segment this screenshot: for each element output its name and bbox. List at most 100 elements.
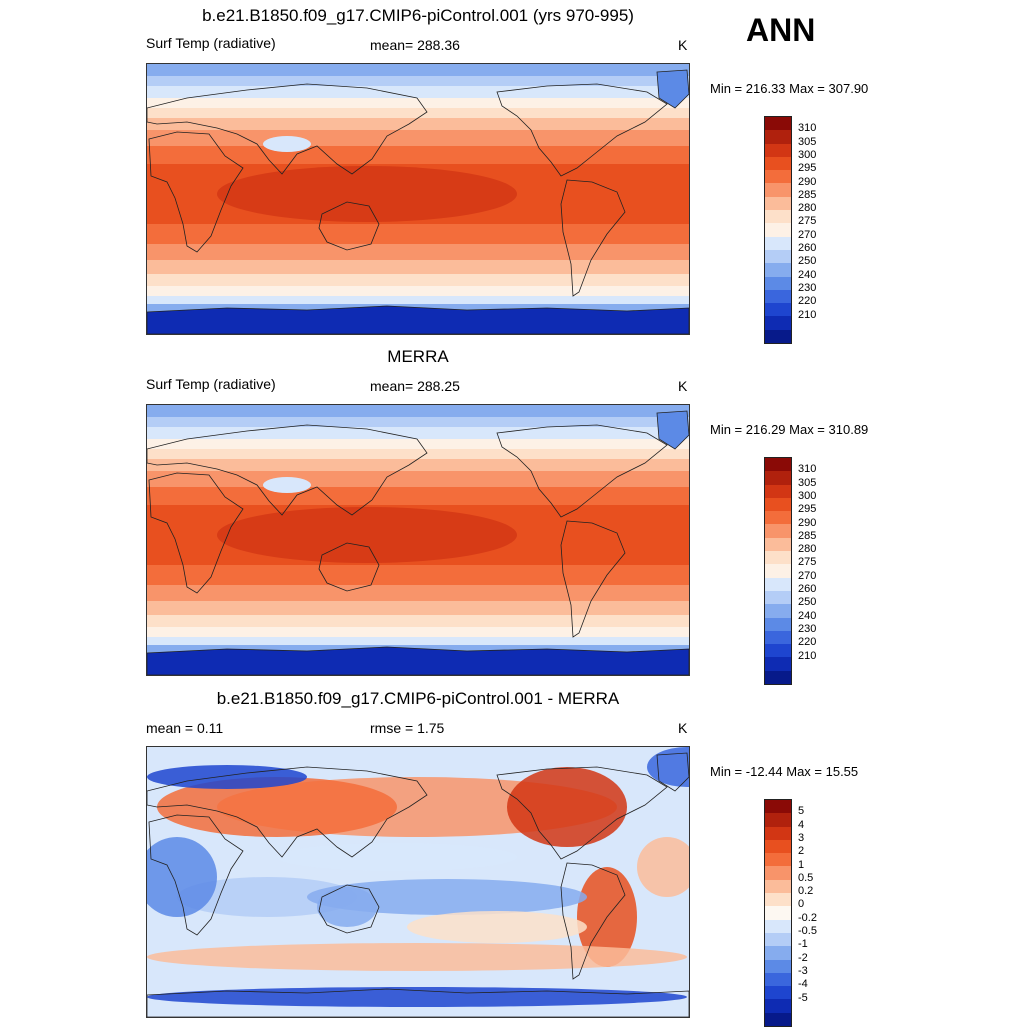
min-max-label: Min = 216.33 Max = 307.90 bbox=[710, 81, 869, 96]
colorbar-label: 310 bbox=[798, 122, 817, 135]
colorbar-segment bbox=[765, 316, 791, 330]
colorbar-label: 3 bbox=[798, 831, 805, 844]
colorbar-segment bbox=[765, 130, 791, 144]
colorbar-segment bbox=[765, 564, 791, 578]
colorbar-segment bbox=[765, 986, 791, 1000]
colorbar bbox=[764, 457, 792, 686]
colorbar-label: 295 bbox=[798, 503, 817, 516]
colorbar-label: -0.5 bbox=[798, 925, 817, 937]
mean-label: mean= 288.36 bbox=[370, 37, 460, 53]
colorbar-label: 1 bbox=[798, 858, 805, 871]
colorbar-segment bbox=[765, 223, 791, 237]
colorbar-segment bbox=[765, 590, 791, 605]
colorbar-segment bbox=[765, 866, 791, 880]
colorbar-segment bbox=[765, 800, 791, 814]
colorbar-segment bbox=[765, 853, 791, 867]
colorbar bbox=[764, 116, 792, 345]
colorbar-segment bbox=[765, 879, 791, 894]
colorbar-label: 270 bbox=[798, 228, 817, 241]
colorbar-segment bbox=[765, 117, 791, 131]
colorbar-label: 270 bbox=[798, 569, 817, 582]
colorbar-segment bbox=[765, 170, 791, 184]
colorbar-segment bbox=[765, 959, 791, 973]
colorbar-label: -2 bbox=[798, 951, 808, 964]
colorbar-label: -5 bbox=[798, 991, 808, 1004]
colorbar-segment bbox=[765, 471, 791, 485]
colorbar-label: 275 bbox=[798, 215, 817, 228]
colorbar-segment bbox=[765, 919, 791, 933]
units-label: K bbox=[678, 378, 688, 394]
colorbar-segment bbox=[765, 289, 791, 304]
colorbar-segment bbox=[765, 826, 791, 840]
colorbar-label: 220 bbox=[798, 636, 817, 649]
colorbar-label: 305 bbox=[798, 476, 817, 489]
min-max-label: Min = 216.29 Max = 310.89 bbox=[710, 422, 869, 437]
colorbar-label: 230 bbox=[798, 622, 817, 635]
temperature-map bbox=[146, 404, 690, 676]
colorbar-label: 300 bbox=[798, 148, 817, 161]
colorbar-label: 240 bbox=[798, 268, 817, 281]
colorbar-segment bbox=[765, 276, 791, 290]
colorbar-segment bbox=[765, 196, 791, 211]
panel-title: b.e21.B1850.f09_g17.CMIP6-piControl.001 … bbox=[216, 689, 620, 708]
colorbar-segment bbox=[765, 813, 791, 827]
colorbar-label: 310 bbox=[798, 463, 817, 476]
colorbar-label: 210 bbox=[798, 308, 817, 321]
units-label: K bbox=[678, 720, 688, 736]
colorbar-segment bbox=[765, 484, 791, 498]
panel-title: b.e21.B1850.f09_g17.CMIP6-piControl.001 … bbox=[202, 6, 634, 25]
mean-label: mean = 0.11 bbox=[146, 720, 224, 736]
colorbar-segment bbox=[765, 577, 791, 591]
colorbar-label: 4 bbox=[798, 818, 805, 831]
colorbar-segment bbox=[765, 839, 791, 854]
colorbar-label: -4 bbox=[798, 978, 808, 991]
colorbar-segment bbox=[765, 644, 791, 658]
colorbar-label: 210 bbox=[798, 649, 817, 662]
variable-label: Surf Temp (radiative) bbox=[146, 35, 276, 51]
colorbar-label: 275 bbox=[798, 556, 817, 569]
colorbar-label: 0 bbox=[798, 898, 805, 911]
units-label: K bbox=[678, 37, 688, 53]
colorbar-label: 0.2 bbox=[798, 885, 814, 898]
colorbar bbox=[764, 799, 792, 1027]
colorbar-segment bbox=[765, 537, 791, 552]
colorbar-label: 305 bbox=[798, 135, 817, 148]
colorbar-segment bbox=[765, 657, 791, 671]
colorbar-segment bbox=[765, 143, 791, 157]
colorbar-segment bbox=[765, 946, 791, 960]
colorbar-segment bbox=[765, 303, 791, 317]
colorbar-label: 295 bbox=[798, 162, 817, 175]
rmse-label: rmse = 1.75 bbox=[370, 720, 445, 736]
variable-label: Surf Temp (radiative) bbox=[146, 376, 276, 392]
colorbar-segment bbox=[765, 670, 791, 685]
colorbar-segment bbox=[765, 236, 791, 250]
colorbar-segment bbox=[765, 551, 791, 565]
colorbar-segment bbox=[765, 999, 791, 1013]
colorbar-label: 230 bbox=[798, 281, 817, 294]
difference-map bbox=[146, 746, 690, 1018]
colorbar-label: 285 bbox=[798, 188, 817, 201]
colorbar-label: 250 bbox=[798, 255, 817, 268]
colorbar-segment bbox=[765, 329, 791, 344]
colorbar-segment bbox=[765, 617, 791, 631]
colorbar-segment bbox=[765, 511, 791, 525]
colorbar-segment bbox=[765, 1012, 791, 1027]
colorbar-segment bbox=[765, 210, 791, 224]
panel-title: MERRA bbox=[387, 347, 449, 366]
colorbar-label: 0.5 bbox=[798, 871, 814, 884]
colorbar-label: -1 bbox=[798, 938, 808, 951]
colorbar-segment bbox=[765, 932, 791, 947]
colorbar-label: 280 bbox=[798, 202, 817, 215]
colorbar-segment bbox=[765, 497, 791, 512]
colorbar-label: 5 bbox=[798, 805, 805, 818]
colorbar-label: 260 bbox=[798, 583, 817, 595]
colorbar-label: -0.2 bbox=[798, 911, 817, 924]
colorbar-label: 250 bbox=[798, 596, 817, 609]
colorbar-label: 300 bbox=[798, 489, 817, 502]
colorbar-segment bbox=[765, 458, 791, 472]
colorbar-label: 260 bbox=[798, 242, 817, 254]
colorbar-label: 280 bbox=[798, 543, 817, 556]
colorbar-label: 240 bbox=[798, 609, 817, 622]
colorbar-segment bbox=[765, 604, 791, 618]
colorbar-segment bbox=[765, 263, 791, 277]
